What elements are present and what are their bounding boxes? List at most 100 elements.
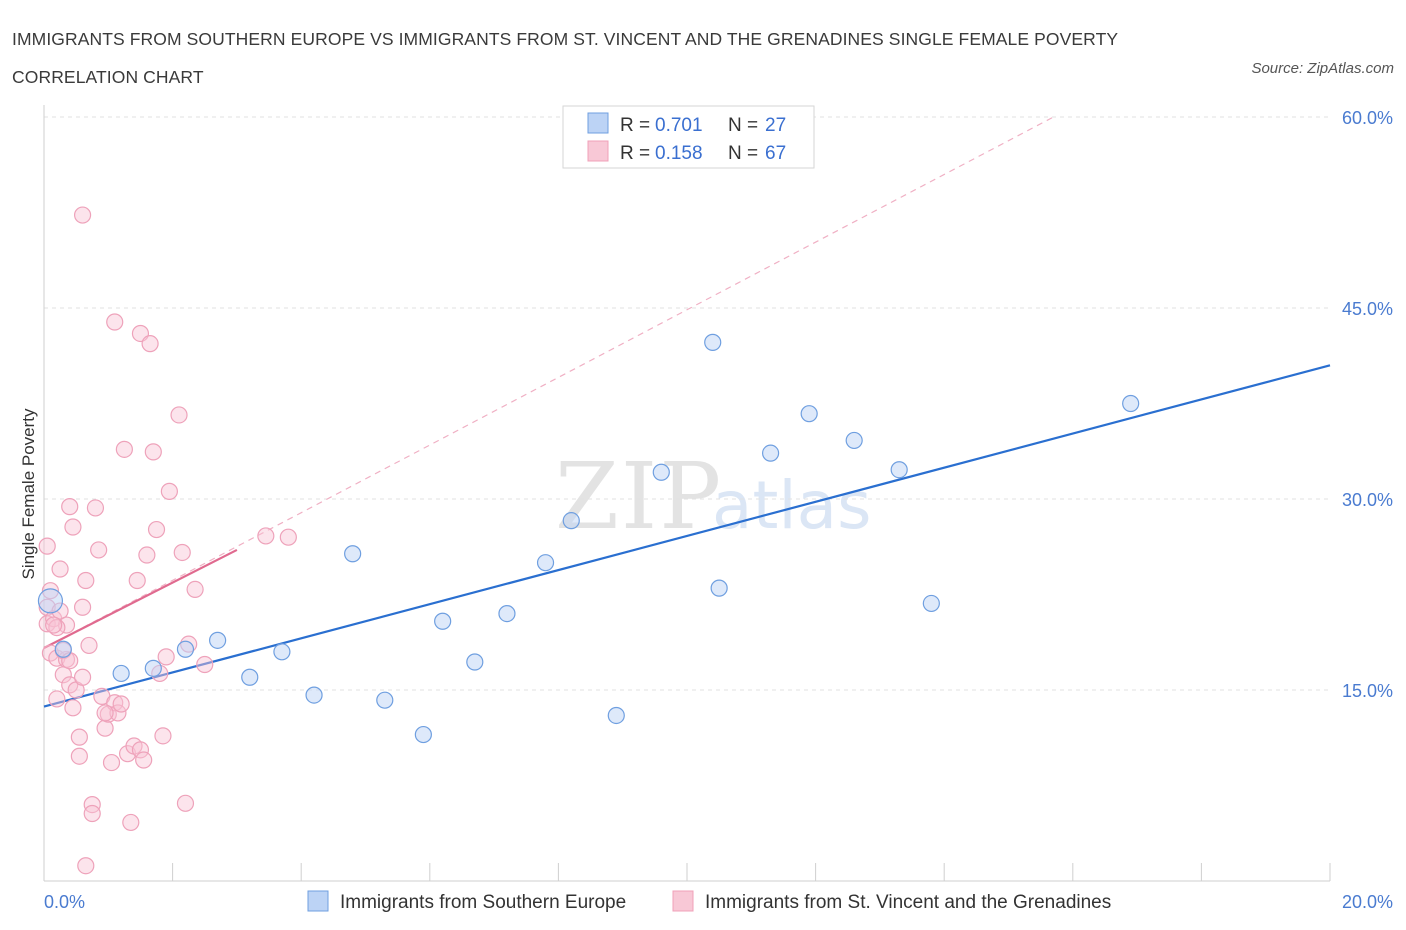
bottom-legend-swatch-southern-europe xyxy=(307,890,329,912)
point-southern-europe xyxy=(37,588,64,614)
point-southern-europe xyxy=(414,725,432,744)
point-southern-europe xyxy=(498,604,516,623)
legend-r-label-1: R = xyxy=(620,115,650,136)
point-st-vincent xyxy=(73,668,92,686)
point-st-vincent xyxy=(73,598,92,616)
point-st-vincent xyxy=(64,518,82,536)
legend-r-label-2: R = xyxy=(620,143,650,164)
y-tick-label: 60.0% xyxy=(1342,108,1393,128)
point-southern-europe xyxy=(54,640,72,658)
bottom-legend-label-st-vincent: Immigrants from St. Vincent and the Gren… xyxy=(705,892,1111,913)
legend-swatch-southern-europe xyxy=(587,112,609,134)
point-southern-europe xyxy=(376,691,394,709)
trend-lines xyxy=(43,116,1331,708)
x-tick-label-min: 0.0% xyxy=(44,892,85,912)
point-southern-europe xyxy=(761,444,780,462)
point-st-vincent xyxy=(176,794,195,812)
point-st-vincent xyxy=(157,648,175,666)
point-st-vincent xyxy=(135,751,153,769)
point-st-vincent xyxy=(90,541,108,559)
trend-line-st-vincent-extended xyxy=(43,116,1054,649)
point-st-vincent xyxy=(160,482,178,500)
point-southern-europe xyxy=(434,612,452,630)
point-st-vincent xyxy=(51,560,69,578)
point-st-vincent xyxy=(257,527,275,545)
point-southern-europe xyxy=(536,554,555,572)
point-southern-europe xyxy=(112,664,130,683)
point-southern-europe xyxy=(344,545,362,563)
point-southern-europe xyxy=(144,659,162,677)
point-st-vincent xyxy=(96,704,114,722)
point-southern-europe xyxy=(241,668,259,686)
y-tick-labels: 15.0% 30.0% 45.0% 60.0% xyxy=(1342,108,1393,701)
point-st-vincent xyxy=(38,537,56,555)
point-southern-europe xyxy=(466,653,484,671)
point-southern-europe xyxy=(607,706,625,725)
point-southern-europe xyxy=(710,579,728,597)
point-southern-europe xyxy=(652,463,670,481)
point-st-vincent xyxy=(70,747,88,765)
point-st-vincent xyxy=(80,636,98,655)
point-st-vincent xyxy=(57,616,76,634)
point-st-vincent xyxy=(186,580,204,599)
point-st-vincent xyxy=(173,543,191,562)
y-tick-label: 45.0% xyxy=(1342,299,1393,319)
trend-line-st-vincent xyxy=(43,548,238,649)
legend-n-label-2: N = xyxy=(728,143,758,164)
point-st-vincent xyxy=(109,704,127,722)
x-tick-label-max: 20.0% xyxy=(1342,892,1393,912)
point-st-vincent xyxy=(83,795,101,814)
point-st-vincent xyxy=(131,741,150,759)
point-southern-europe xyxy=(273,643,291,661)
axes xyxy=(43,105,1331,882)
point-st-vincent xyxy=(96,719,114,737)
y-tick-label: 30.0% xyxy=(1342,490,1393,510)
point-southern-europe xyxy=(845,431,863,450)
point-st-vincent xyxy=(64,699,82,717)
point-st-vincent xyxy=(196,655,214,674)
legend-r-value-1: 0.701 xyxy=(655,115,703,136)
point-st-vincent xyxy=(154,727,172,745)
point-st-vincent xyxy=(45,616,63,634)
point-southern-europe xyxy=(922,594,940,613)
y-tick-label: 15.0% xyxy=(1342,681,1393,701)
point-st-vincent xyxy=(279,528,297,546)
point-st-vincent xyxy=(122,813,140,832)
bottom-legend-label-southern-europe: Immigrants from Southern Europe xyxy=(340,892,626,913)
point-st-vincent xyxy=(106,313,124,331)
legend-swatch-st-vincent xyxy=(587,140,609,162)
legend-n-value-1: 27 xyxy=(765,115,786,136)
chart-title: IMMIGRANTS FROM SOUTHERN EUROPE VS IMMIG… xyxy=(12,29,1118,87)
point-southern-europe xyxy=(704,333,722,351)
point-st-vincent xyxy=(170,406,188,424)
point-st-vincent xyxy=(144,443,162,461)
point-st-vincent xyxy=(77,857,95,875)
point-st-vincent xyxy=(102,753,121,772)
bottom-legend-swatch-st-vincent xyxy=(672,890,694,912)
point-st-vincent xyxy=(147,520,166,539)
point-st-vincent xyxy=(115,440,133,458)
point-southern-europe xyxy=(890,461,908,479)
point-southern-europe xyxy=(800,405,818,423)
trend-line-southern-europe xyxy=(43,364,1331,708)
point-st-vincent xyxy=(83,804,101,823)
point-st-vincent xyxy=(86,499,105,517)
point-st-vincent xyxy=(73,206,92,224)
legend-n-label-1: N = xyxy=(728,115,758,136)
point-southern-europe xyxy=(1122,394,1140,413)
point-st-vincent xyxy=(77,571,95,590)
point-southern-europe xyxy=(176,640,195,658)
bottom-legend: Immigrants from Southern Europe Immigran… xyxy=(307,890,1111,913)
point-st-vincent xyxy=(48,619,66,637)
data-points xyxy=(37,206,1140,875)
point-st-vincent xyxy=(48,690,66,708)
legend-r-value-2: 0.158 xyxy=(655,143,703,164)
point-southern-europe xyxy=(209,631,227,649)
point-st-vincent xyxy=(61,498,79,516)
point-st-vincent xyxy=(112,695,130,713)
point-southern-europe xyxy=(562,512,580,530)
watermark-zip: ZIP xyxy=(555,443,723,550)
point-st-vincent xyxy=(128,571,146,590)
point-st-vincent xyxy=(70,728,88,746)
